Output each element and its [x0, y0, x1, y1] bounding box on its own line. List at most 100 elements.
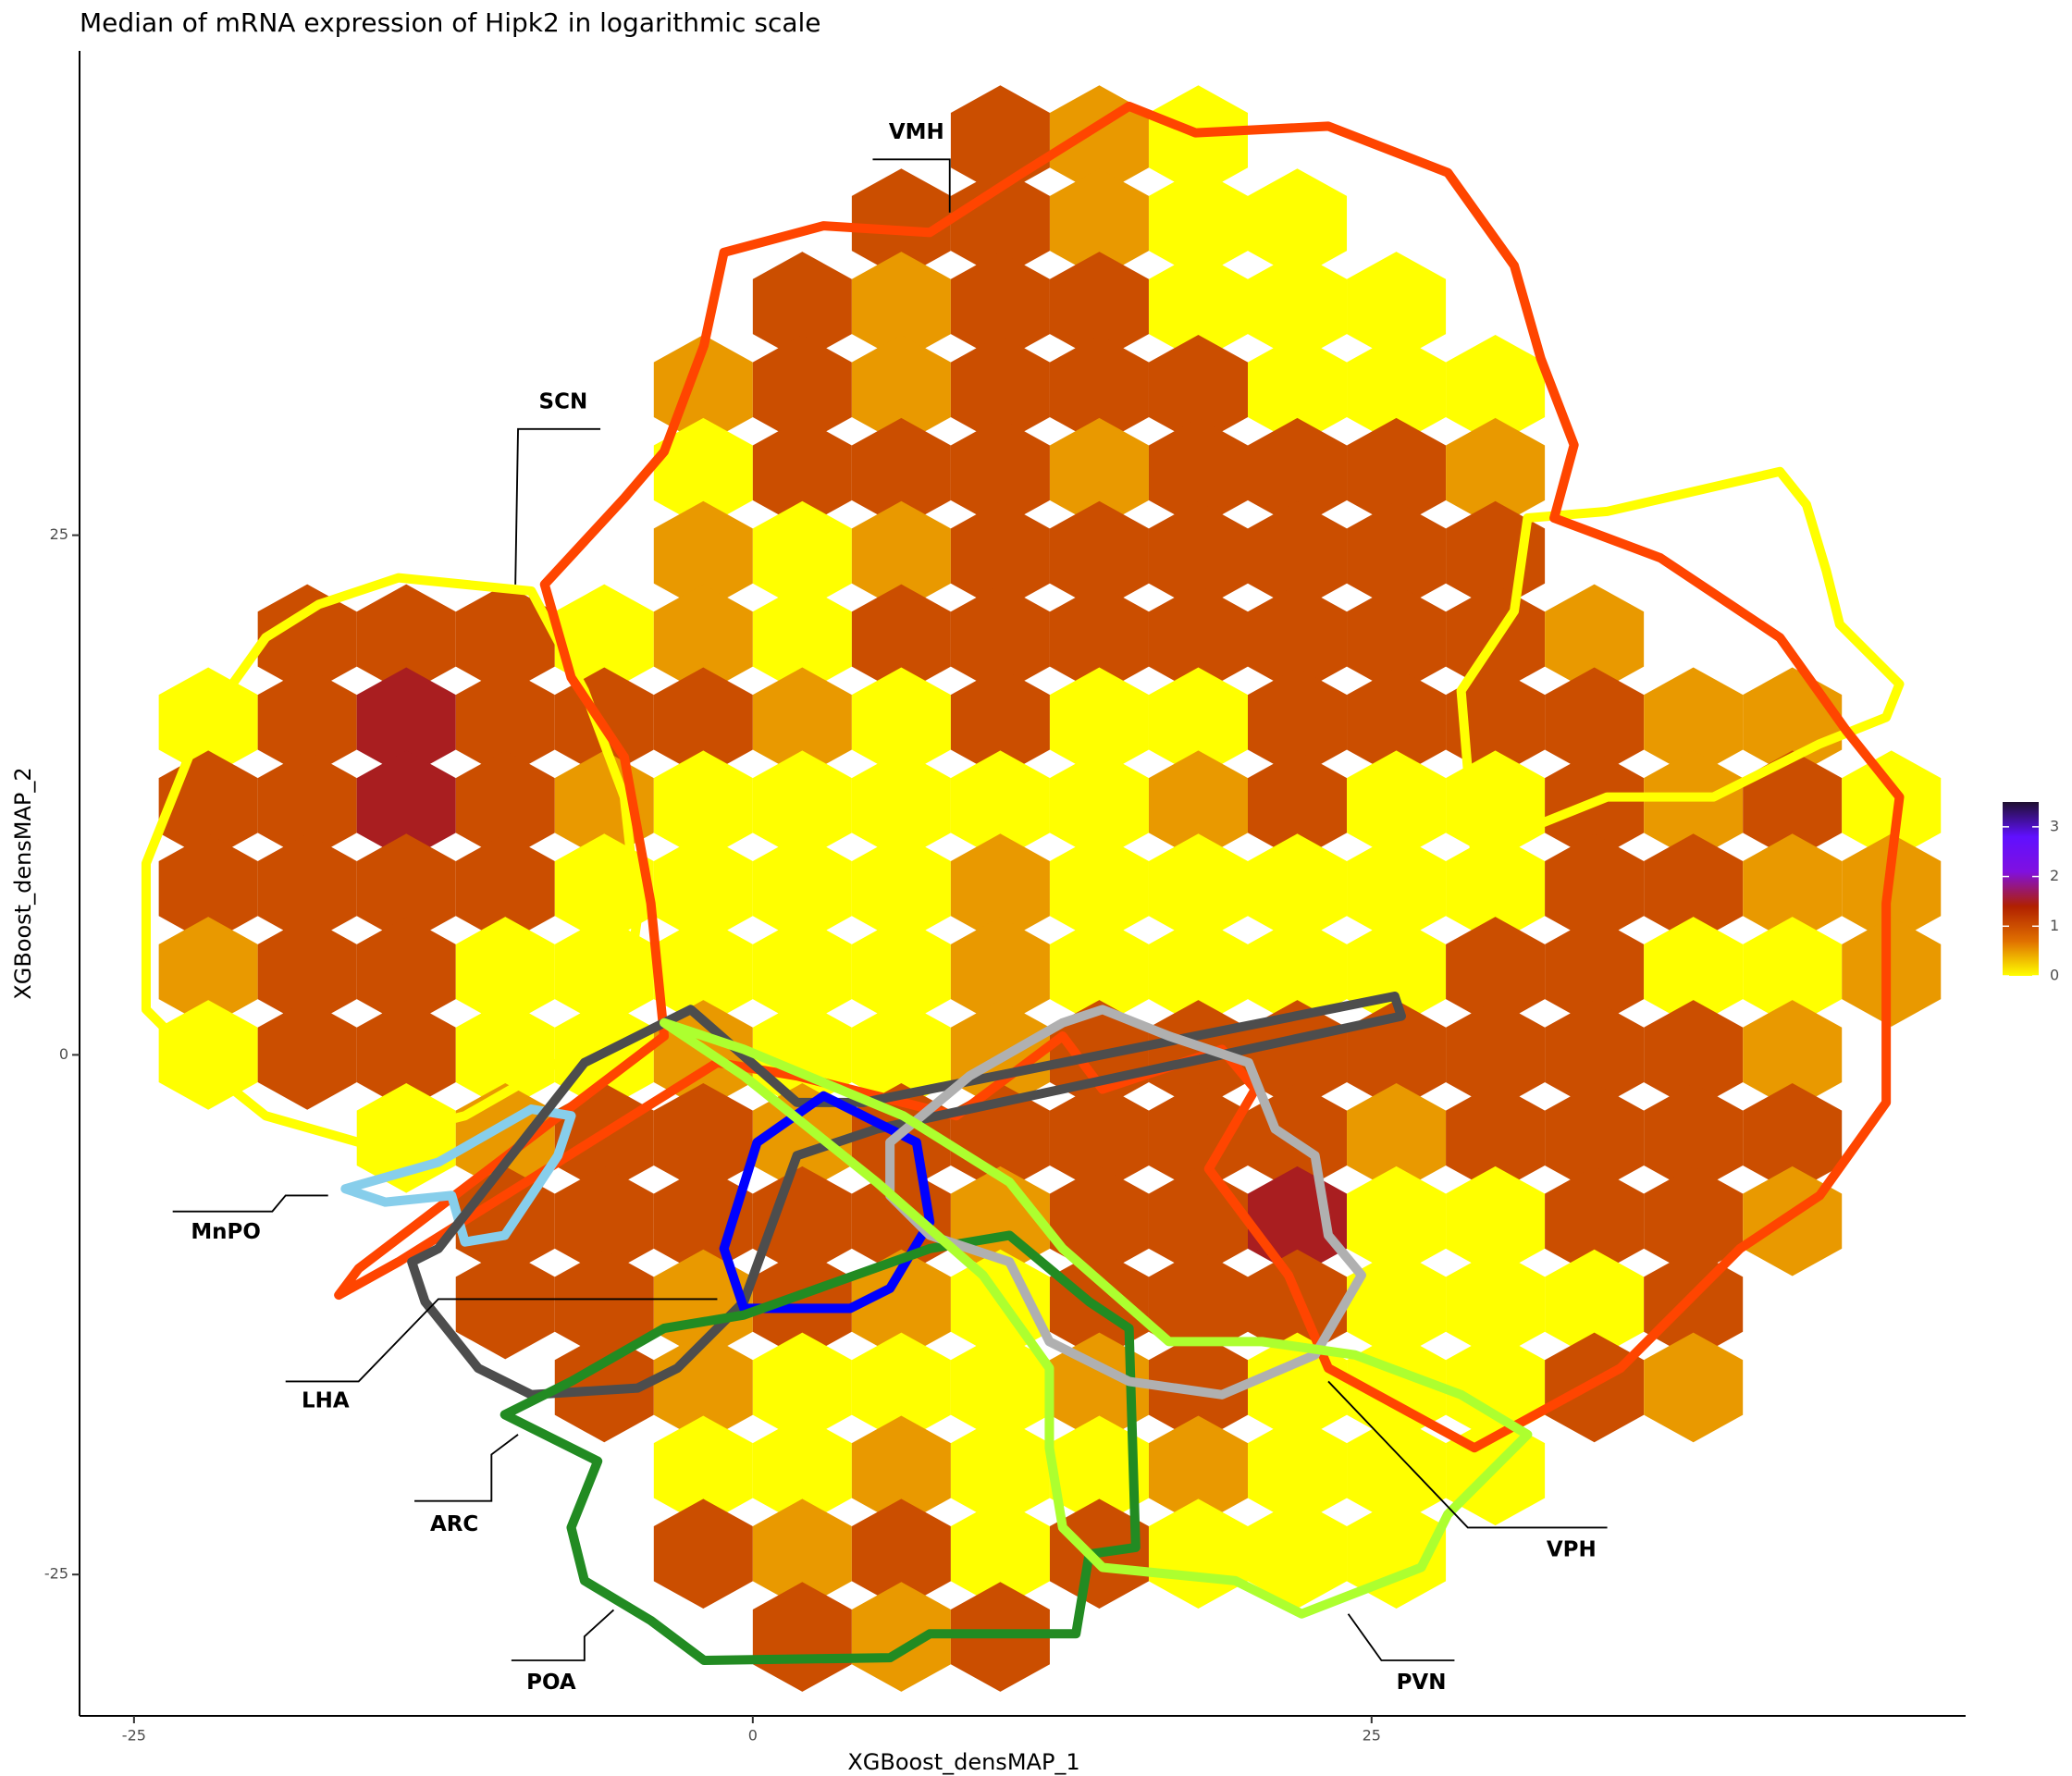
outline-pvn — [659, 1018, 1533, 1619]
region-label: POA — [526, 1671, 576, 1695]
hex — [1049, 917, 1149, 1027]
leader-line — [1327, 1380, 1608, 1529]
outline-vph — [885, 1005, 1366, 1400]
hex — [1248, 334, 1348, 445]
hex — [1148, 1249, 1249, 1360]
leader-line — [514, 427, 601, 585]
hex — [1644, 1332, 1744, 1443]
hex — [1842, 917, 1942, 1027]
hex — [158, 917, 258, 1027]
hex — [851, 334, 951, 445]
x-axis-label: XGBoost_densMAP_1 — [847, 1749, 1079, 1775]
hex — [653, 1249, 753, 1360]
hex — [1545, 1166, 1645, 1276]
hex — [158, 833, 258, 944]
hex — [257, 584, 357, 695]
hex — [455, 584, 555, 695]
hex — [1049, 750, 1149, 861]
hex — [257, 833, 357, 944]
hex — [1248, 252, 1348, 362]
hex — [950, 833, 1050, 944]
outline-arc — [719, 1091, 935, 1314]
hex — [950, 917, 1050, 1027]
hex — [851, 667, 951, 778]
y-tick-label: -25 — [44, 1565, 68, 1583]
colorbar — [2003, 802, 2039, 976]
hex — [1049, 1082, 1149, 1193]
hex — [1446, 1249, 1546, 1360]
hex — [1743, 917, 1843, 1027]
colorbar-tick-label: 2 — [2050, 867, 2059, 884]
hex — [851, 750, 951, 861]
hex — [1347, 584, 1447, 695]
hex — [752, 1582, 852, 1692]
hex — [1248, 1000, 1348, 1110]
hex — [1148, 1498, 1249, 1610]
hex — [1545, 667, 1645, 778]
hex — [752, 833, 852, 944]
leader-line — [511, 1609, 615, 1661]
hex — [1347, 1249, 1447, 1360]
hex — [1248, 584, 1348, 695]
hex — [752, 584, 852, 695]
hex — [1446, 334, 1546, 445]
hex — [752, 1332, 852, 1443]
hex — [851, 168, 951, 278]
hex — [1743, 1082, 1843, 1193]
y-axis-label: XGBoost_densMAP_2 — [10, 767, 36, 999]
hex — [1545, 917, 1645, 1027]
hex — [1148, 1082, 1249, 1193]
hex — [752, 667, 852, 778]
hex — [752, 750, 852, 861]
hex — [1148, 917, 1249, 1027]
hex — [1446, 1000, 1546, 1110]
region-label: VPH — [1547, 1537, 1597, 1561]
hex — [554, 1249, 654, 1360]
hex — [356, 667, 456, 778]
hex — [1347, 500, 1447, 611]
hex — [1148, 750, 1249, 861]
hex — [752, 334, 852, 445]
hex — [1446, 1082, 1546, 1193]
hex — [1248, 168, 1348, 278]
hex — [1049, 1166, 1149, 1276]
hex — [455, 833, 555, 944]
outline-lha — [407, 991, 1407, 1400]
colorbar-tick-label: 1 — [2050, 917, 2059, 934]
hex — [1743, 750, 1843, 861]
hex — [1148, 500, 1249, 611]
hex — [1148, 85, 1249, 195]
hex — [1446, 417, 1546, 528]
hex — [752, 1166, 852, 1276]
hex — [356, 584, 456, 695]
hex-layer — [158, 85, 1942, 1692]
hex — [1248, 417, 1348, 528]
hex — [1049, 833, 1149, 944]
hex — [1644, 667, 1744, 778]
hex — [851, 1249, 951, 1360]
hex — [851, 584, 951, 695]
hex — [851, 917, 951, 1027]
hex — [1446, 917, 1546, 1027]
hex — [851, 1582, 951, 1692]
region-label: ARC — [430, 1512, 478, 1536]
hex — [1248, 1498, 1348, 1610]
hex — [1248, 833, 1348, 944]
hex — [1347, 667, 1447, 778]
hex — [1248, 917, 1348, 1027]
hex — [257, 750, 357, 861]
hex — [653, 1498, 753, 1610]
hex — [1049, 334, 1149, 445]
hex — [1545, 584, 1645, 695]
hex — [1446, 1332, 1546, 1443]
hex — [950, 334, 1050, 445]
hex — [257, 1000, 357, 1110]
y-tick-label: 0 — [59, 1045, 68, 1063]
region-outlines: VMH SCN MnPO LHA ARC POA VPH PVN — [141, 101, 1905, 1695]
hex — [1248, 1415, 1348, 1526]
hex — [653, 417, 753, 528]
region-label: PVN — [1397, 1671, 1447, 1695]
hex — [1049, 500, 1149, 611]
hex — [1148, 667, 1249, 778]
